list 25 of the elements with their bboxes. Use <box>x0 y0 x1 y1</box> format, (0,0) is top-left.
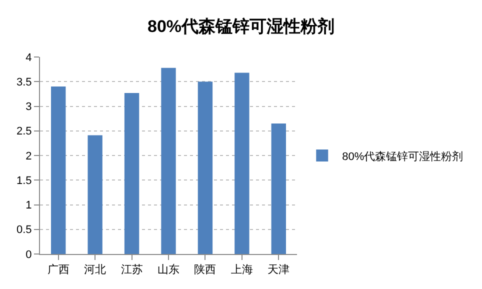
bar <box>51 86 66 254</box>
x-tick-label: 天津 <box>268 263 290 276</box>
chart-title: 80%代森锰锌可湿性粉剂 <box>147 17 335 36</box>
x-tick-label: 河北 <box>84 263 106 276</box>
x-tick-label: 江苏 <box>120 263 143 276</box>
y-tick-label: 1.5 <box>16 174 32 187</box>
bar <box>234 72 250 254</box>
bar <box>161 68 176 254</box>
bar <box>88 135 102 254</box>
x-tick-label: 上海 <box>230 263 253 276</box>
y-tick-label: 3 <box>26 101 32 114</box>
y-tick-label: 1 <box>26 200 32 212</box>
y-tick-label: 0.5 <box>16 224 32 236</box>
y-tick-label: 4 <box>26 52 32 64</box>
bar <box>124 92 140 254</box>
bar <box>198 82 213 254</box>
y-tick-label: 0 <box>26 248 32 261</box>
y-tick-label: 2 <box>26 150 32 162</box>
x-tick-label: 山东 <box>158 263 180 276</box>
legend-label: 80%代森锰锌可湿性粉剂 <box>342 150 464 163</box>
x-tick-label: 陕西 <box>194 264 216 276</box>
bar <box>271 123 286 254</box>
y-tick-label: 3.5 <box>16 76 32 88</box>
y-tick-label: 2.5 <box>16 126 32 138</box>
x-tick-label: 广西 <box>47 263 70 276</box>
